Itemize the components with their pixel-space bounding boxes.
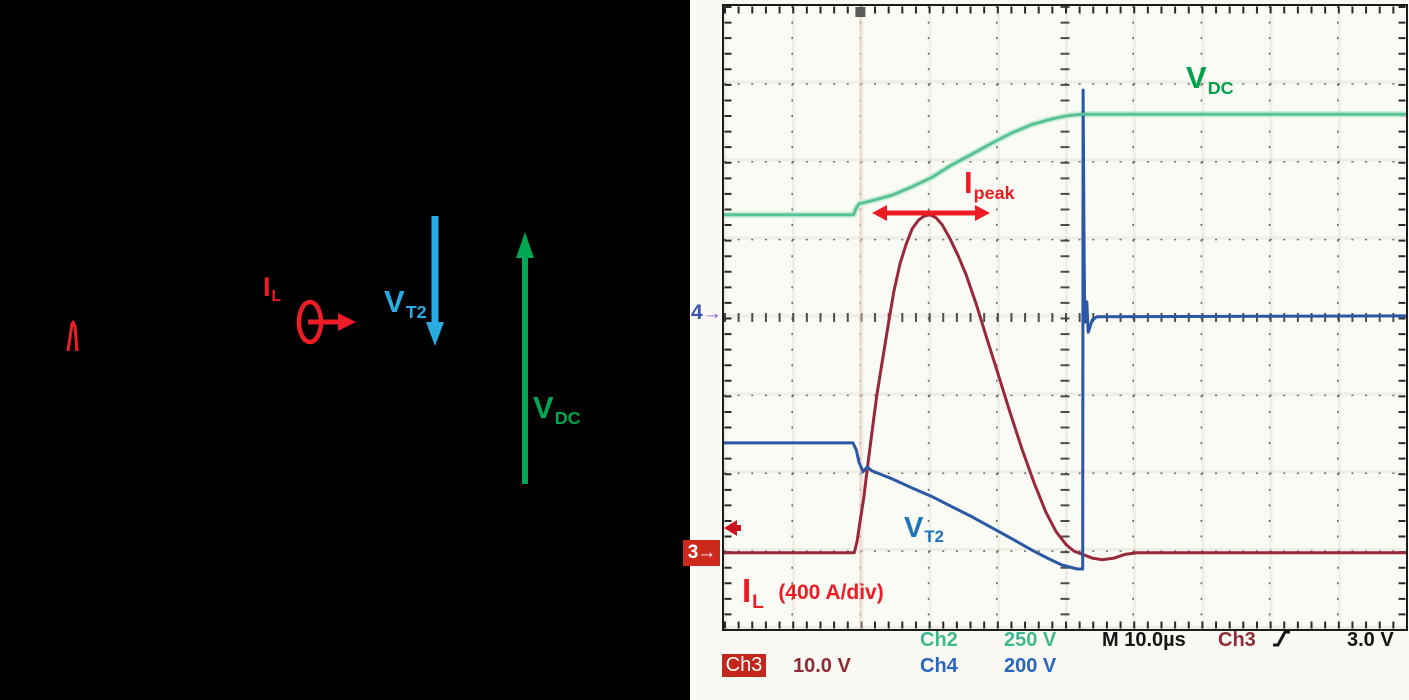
- readout-ch4-name: Ch4: [920, 655, 958, 677]
- ch4-ground-marker: 4→: [691, 301, 722, 325]
- readout-trigger-level: 3.0 V: [1347, 629, 1394, 651]
- readout-timebase: M 10.0µs: [1102, 629, 1186, 651]
- trace: [724, 112, 1406, 217]
- trigger-level-arrow-icon: [724, 520, 741, 536]
- ch3-marker-number: 3: [687, 542, 699, 563]
- ipeak-label: Ipeak: [964, 165, 1015, 202]
- vt2-trace-label-sub: T2: [924, 527, 944, 547]
- current-pulse-icon: [66, 320, 79, 352]
- trace: [724, 110, 1406, 218]
- vdc-arrow-icon: [516, 232, 534, 484]
- waveform-plot: [724, 6, 1406, 629]
- ipeak-label-main: I: [964, 165, 973, 200]
- current-direction-icon: [296, 299, 356, 345]
- ch4-marker-number: 4: [691, 301, 703, 324]
- vt2-label-sub: T2: [405, 301, 427, 322]
- trigger-slope-icon: [1273, 630, 1290, 647]
- il-scale-note: (400 A/div): [778, 581, 884, 604]
- circuit-panel: IL VT2 VDC: [0, 0, 690, 700]
- il-label-main: I: [263, 272, 271, 302]
- ipeak-arrow-icon: [872, 205, 990, 221]
- readout-ch4-scale: 200 V: [1004, 655, 1057, 677]
- ch3-ground-marker: 3→: [683, 540, 720, 566]
- scope-graticule: VDC VT2 Ipeak IL (400 A/div): [722, 4, 1408, 631]
- ipeak-label-sub: peak: [973, 182, 1015, 203]
- oscilloscope-screenshot: VDC VT2 Ipeak IL (400 A/div): [683, 0, 1409, 700]
- readout-ch2-scale: 250 V: [1004, 629, 1057, 651]
- il-trace-label-sub: L: [752, 592, 764, 614]
- vdc-trace-label-main: V: [1186, 60, 1207, 95]
- readout-ch3-scale: 10.0 V: [793, 655, 851, 677]
- ch4-marker-arrow-icon: →: [702, 303, 722, 324]
- il-label: IL: [263, 272, 281, 305]
- vdc-label: VDC: [533, 390, 581, 427]
- vt2-label: VT2: [384, 284, 427, 321]
- vdc-trace-label: VDC: [1186, 60, 1234, 97]
- vdc-label-main: V: [533, 390, 554, 425]
- trace: [724, 88, 1406, 571]
- ch3-marker-arrow-icon: →: [697, 542, 716, 563]
- vt2-trace-label-main: V: [904, 512, 924, 544]
- il-trace-label-main: I: [742, 572, 752, 609]
- vt2-trace-label: VT2: [904, 512, 944, 547]
- readout-trigger-source: Ch3: [1218, 629, 1256, 651]
- readout-ch2-name: Ch2: [920, 629, 958, 651]
- readout-ch3-name: Ch3: [725, 654, 763, 676]
- il-label-sub: L: [271, 288, 282, 305]
- il-trace-label: IL (400 A/div): [742, 572, 884, 612]
- vt2-label-main: V: [384, 284, 405, 319]
- readout-ch3-name-box: Ch3: [722, 654, 766, 677]
- vdc-label-sub: DC: [554, 407, 581, 428]
- trace: [724, 213, 1406, 562]
- vdc-trace-label-sub: DC: [1207, 77, 1234, 98]
- vt2-arrow-icon: [426, 216, 444, 346]
